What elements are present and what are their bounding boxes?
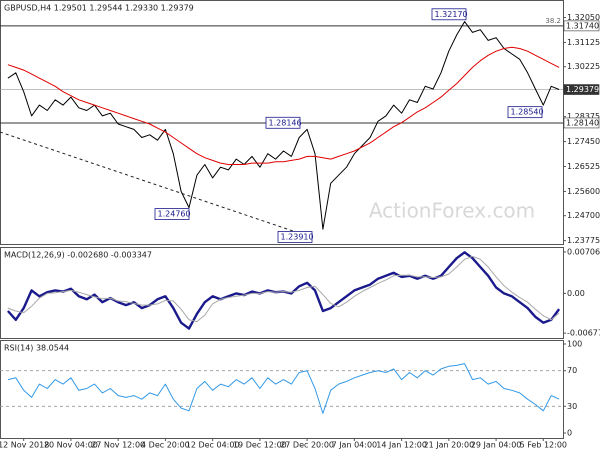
x-tick-label: 29 Jan 04:00 [471,441,522,450]
fib-label: 38.2 [545,17,561,25]
y-tick-label: 70 [567,366,577,375]
panel-title: RSI(14) 38.0544 [4,344,69,353]
annotation-label: 1.28540 [511,108,544,117]
annotation-label: 1.28146 [269,118,302,127]
x-tick-label: 4 Dec 20:00 [141,441,190,450]
annotation-label: 1.23910 [281,232,314,241]
series-line [7,21,560,230]
y-tick-label: 30 [567,402,577,411]
x-tick-label: 27 Dec 20:00 [280,441,334,450]
annotation-box [277,231,313,243]
x-tick-label: 12 Dec 04:00 [186,441,240,450]
x-tick-label: 14 Jan 12:00 [376,441,427,450]
y-tick-label: 1.24700 [567,211,600,220]
y-tick-label: 0.007063 [567,247,600,256]
panel-title: GBPUSD,H4 1.29501 1.29544 1.29330 1.2937… [4,4,194,13]
watermark: ActionForex.com [369,199,535,223]
x-tick-label: 19 Dec 12:00 [233,441,287,450]
y-tick-label: 1.30225 [567,62,600,71]
series-line [7,46,560,165]
y-tick-label: -0.006774 [567,329,600,338]
y-tick-label: 1.31125 [567,38,600,47]
level-label-box [563,84,600,95]
y-tick-label: 1.25600 [567,187,600,196]
y-tick-label: 0 [567,429,572,438]
panel-title: MACD(12,26,9) -0.002680 -0.003347 [4,251,152,260]
y-tick-label: 0.00 [567,289,585,298]
x-tick-label: 20 Nov 04:00 [44,441,98,450]
rsi-panel [0,340,564,439]
y-tick-label: 1.27450 [567,137,600,146]
level-label: 1.29379 [566,85,599,94]
level-label: 1.31740 [566,21,599,30]
annotation-box [431,8,467,21]
y-tick-label: 100 [567,340,582,349]
annotation-box [154,208,190,220]
y-tick-label: 1.28375 [567,112,600,121]
level-label-box [563,117,600,129]
trend-line [0,131,297,233]
x-tick-label: 5 Feb 12:00 [520,441,567,450]
y-tick-label: 1.26525 [567,162,600,171]
x-tick-label: 21 Jan 20:00 [424,441,475,450]
annotation-box [507,106,543,119]
x-tick-label: 7 Jan 04:00 [332,441,378,450]
level-label: 1.28140 [566,118,599,127]
x-tick-label: 27 Nov 12:00 [91,441,145,450]
annotation-box [265,116,301,129]
y-tick-label: 1.23775 [567,236,600,245]
level-label-box [563,20,600,32]
series-line [7,255,560,323]
x-tick-label: 12 Nov 2018 [0,441,49,450]
annotation-label: 1.32170 [435,10,468,19]
series-line [7,363,560,414]
y-tick-label: 1.32050 [567,13,600,22]
annotation-label: 1.24760 [158,210,191,219]
